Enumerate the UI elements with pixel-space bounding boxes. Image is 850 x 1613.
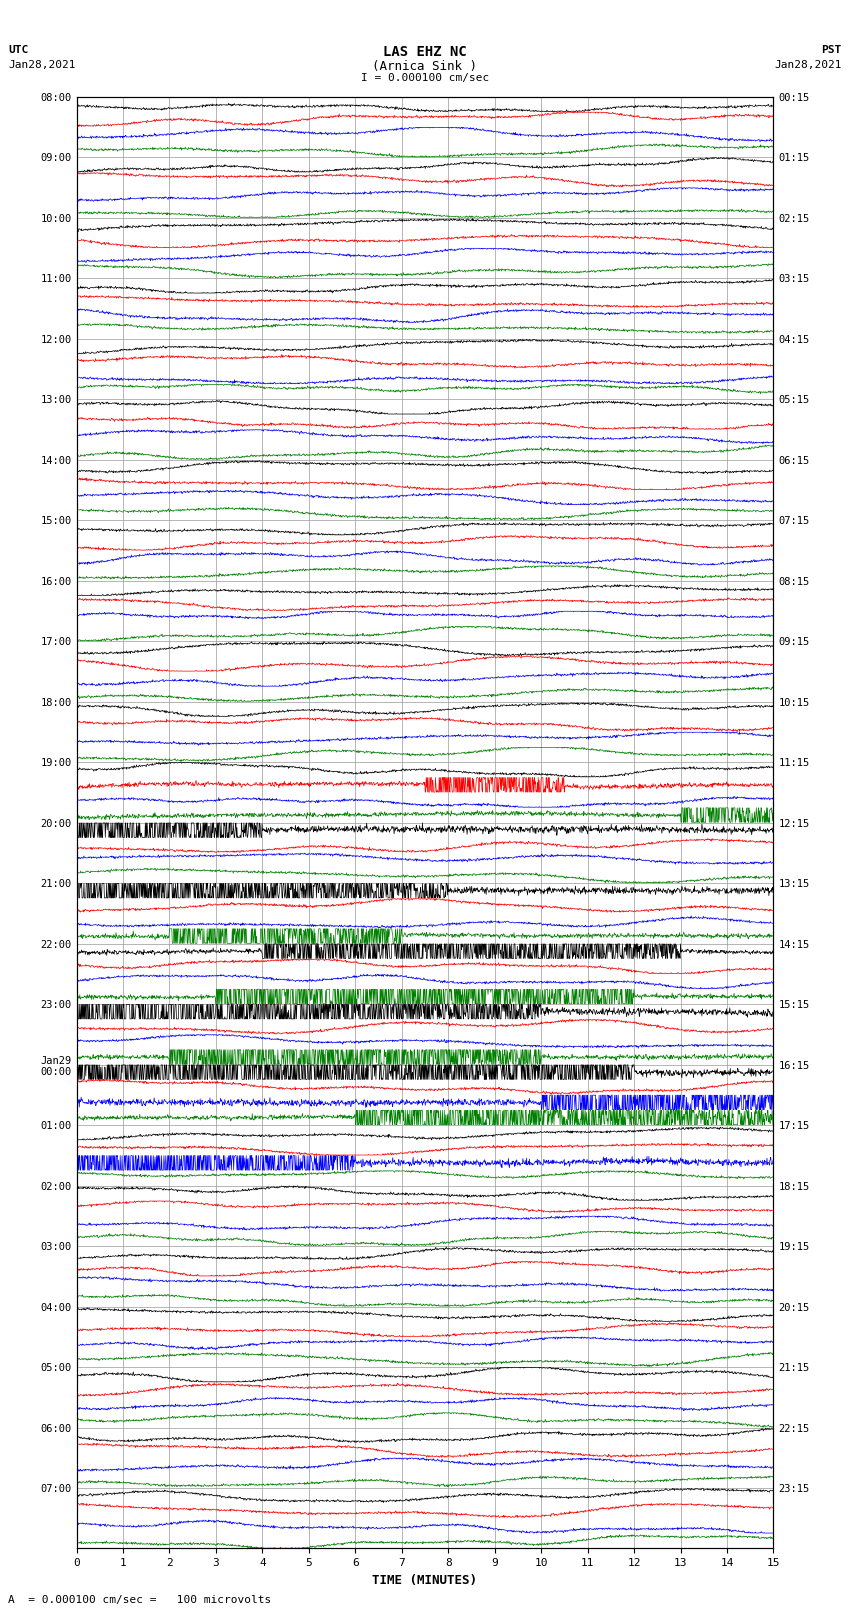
Text: LAS EHZ NC: LAS EHZ NC — [383, 45, 467, 60]
Text: I = 0.000100 cm/sec: I = 0.000100 cm/sec — [361, 73, 489, 82]
Text: Jan28,2021: Jan28,2021 — [774, 60, 842, 69]
Text: (Arnica Sink ): (Arnica Sink ) — [372, 60, 478, 73]
Text: Jan28,2021: Jan28,2021 — [8, 60, 76, 69]
X-axis label: TIME (MINUTES): TIME (MINUTES) — [372, 1574, 478, 1587]
Text: A  = 0.000100 cm/sec =   100 microvolts: A = 0.000100 cm/sec = 100 microvolts — [8, 1595, 272, 1605]
Text: UTC: UTC — [8, 45, 29, 55]
Text: PST: PST — [821, 45, 842, 55]
